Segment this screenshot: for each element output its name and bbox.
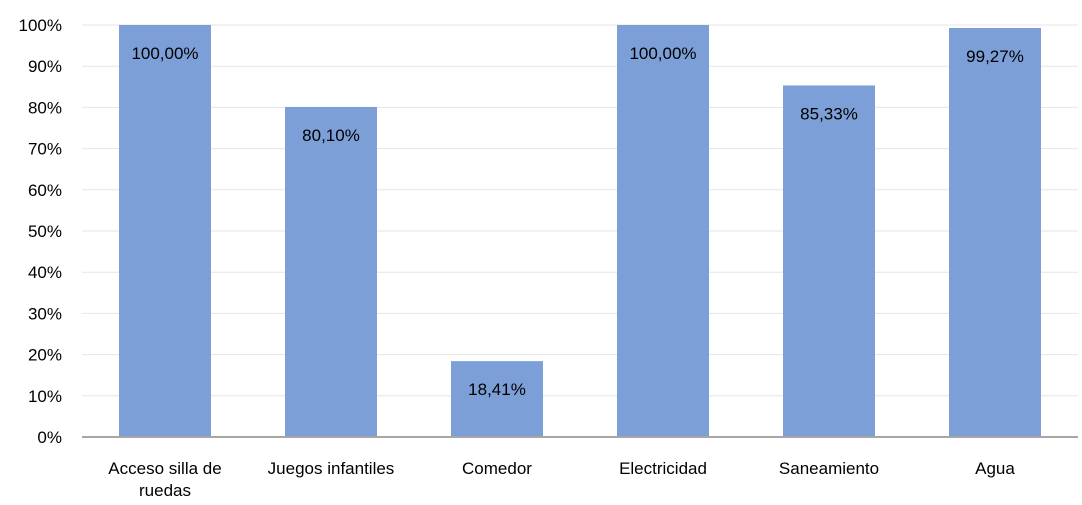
x-axis-category-labels: Acceso silla de ruedas Juegos infantiles Co… (108, 459, 1015, 500)
x-category-label: Juegos infantiles (268, 459, 395, 478)
bar (617, 25, 709, 437)
data-label: 100,00% (131, 44, 198, 63)
y-tick-label: 60% (28, 181, 62, 200)
bar (119, 25, 211, 437)
data-label: 85,33% (800, 104, 858, 123)
bar (451, 361, 543, 437)
y-tick-label: 20% (28, 346, 62, 365)
y-tick-label: 90% (28, 57, 62, 76)
x-category-label: Comedor (462, 459, 532, 478)
gridlines (82, 24, 1078, 397)
y-tick-label: 70% (28, 140, 62, 159)
x-category-label-line: Agua (975, 459, 1015, 478)
bars (119, 25, 1041, 438)
data-label: 100,00% (629, 44, 696, 63)
bar (783, 85, 875, 437)
y-tick-label: 100% (19, 16, 62, 35)
data-label: 99,27% (966, 47, 1024, 66)
x-category-label-line: Comedor (462, 459, 532, 478)
x-category-label-line: Acceso silla de (108, 459, 221, 478)
x-category-label: Acceso silla de ruedas (108, 459, 221, 500)
y-tick-label: 0% (37, 428, 62, 447)
bar (285, 106, 377, 437)
data-labels: 100,00% 80,10% 18,41% 100,00% 85,33% 99,27% (131, 44, 1023, 399)
y-tick-label: 10% (28, 387, 62, 406)
x-category-label: Saneamiento (779, 459, 879, 478)
y-tick-label: 40% (28, 263, 62, 282)
x-category-label-line: Saneamiento (779, 459, 879, 478)
x-category-label: Agua (975, 459, 1015, 478)
bar (949, 28, 1041, 438)
x-category-label-line: Electricidad (619, 459, 707, 478)
y-tick-label: 80% (28, 98, 62, 117)
y-tick-label: 50% (28, 222, 62, 241)
y-axis-tick-labels: 0% 10% 20% 30% 40% 50% 60% 70% 80% 90% 100% (19, 16, 62, 447)
y-tick-label: 30% (28, 304, 62, 323)
x-category-label: Electricidad (619, 459, 707, 478)
x-category-label-line: Juegos infantiles (268, 459, 395, 478)
data-label: 80,10% (302, 126, 360, 145)
x-category-label-line: ruedas (139, 481, 191, 500)
data-label: 18,41% (468, 380, 526, 399)
